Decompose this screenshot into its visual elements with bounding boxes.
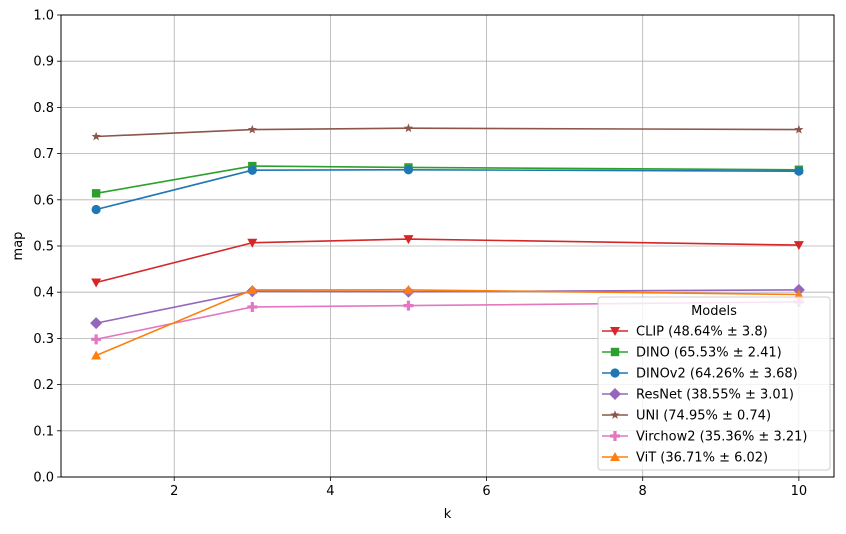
legend-item: DINOv2 (64.26% ± 3.68) [602, 367, 798, 382]
series-line [96, 127, 799, 138]
data-point [91, 334, 102, 345]
y-tick-label: 0.0 [33, 471, 54, 486]
data-point [91, 189, 101, 198]
data-point [91, 350, 102, 360]
legend-item: CLIP (48.64% ± 3.8) [602, 325, 768, 340]
legend-marker [610, 347, 620, 357]
legend-item: UNI (74.95% ± 0.74) [602, 409, 771, 424]
y-tick-label: 0.6 [33, 193, 54, 208]
data-point [403, 123, 414, 133]
series-line [95, 238, 799, 284]
data-point [247, 284, 258, 294]
data-point [247, 301, 258, 312]
series-line [95, 289, 799, 357]
series [90, 283, 805, 330]
y-tick-label: 0.9 [33, 55, 54, 70]
legend-label: CLIP (48.64% ± 3.8) [636, 325, 768, 340]
y-tick-label: 0.7 [33, 147, 54, 162]
series [91, 284, 804, 360]
x-tick-label: 2 [170, 484, 178, 499]
legend-item: ViT (36.71% ± 6.02) [602, 451, 768, 466]
x-tick-label: 6 [482, 484, 490, 499]
data-point [91, 204, 101, 215]
series-line [96, 165, 799, 195]
data-point [247, 165, 257, 175]
y-tick-label: 0.4 [33, 286, 54, 301]
legend-title: Models [691, 304, 737, 319]
series [91, 165, 804, 215]
legend-marker [610, 431, 621, 441]
y-tick-label: 0.3 [33, 332, 54, 347]
x-tick-label: 4 [326, 484, 334, 499]
series-layer [90, 123, 805, 360]
series-line [95, 168, 799, 211]
series [91, 123, 804, 141]
legend: Models CLIP (48.64% ± 3.8) DINO (65.53% ±… [597, 296, 831, 471]
legend-box [597, 296, 831, 471]
y-tick-label: 0.1 [33, 424, 54, 439]
legend-marker [610, 368, 620, 378]
data-point [91, 278, 102, 288]
legend-items: CLIP (48.64% ± 3.8) DINO (65.53% ± 2.41) D… [602, 325, 807, 466]
y-tick-label: 0.8 [33, 101, 54, 116]
series-line [95, 289, 799, 324]
data-point [403, 300, 414, 311]
data-point [91, 131, 101, 141]
legend-label: DINOv2 (64.26% ± 3.68) [636, 367, 798, 382]
y-axis-label: map [11, 232, 26, 261]
legend-label: DINO (65.53% ± 2.41) [636, 346, 782, 361]
data-point [403, 165, 414, 175]
x-axis-label: k [444, 507, 452, 522]
data-point [794, 166, 804, 176]
legend-label: ViT (36.71% ± 6.02) [636, 451, 768, 466]
data-point [403, 235, 414, 245]
legend-label: ResNet (38.55% ± 3.01) [636, 388, 794, 403]
axis-ticks: 2 4 6 8 10 0.0 0.1 0.2 0.3 0.4 0.5 0.6 0.7 0.8 0.9 1.0 [33, 9, 807, 500]
legend-item: Virchow2 (35.36% ± 3.21) [602, 430, 807, 445]
data-point [794, 124, 804, 134]
legend-item: ResNet (38.55% ± 3.01) [602, 388, 794, 403]
data-point [247, 238, 258, 248]
data-point [247, 124, 257, 134]
data-point [90, 317, 103, 330]
legend-item: DINO (65.53% ± 2.41) [602, 346, 782, 361]
data-point [793, 241, 804, 251]
legend-label: UNI (74.95% ± 0.74) [636, 409, 771, 424]
y-tick-label: 1.0 [33, 9, 54, 24]
data-point [403, 284, 414, 294]
legend-marker [610, 410, 620, 419]
legend-marker [609, 388, 621, 400]
data-point [793, 289, 804, 299]
x-tick-label: 10 [791, 484, 808, 499]
legend-marker [610, 452, 620, 461]
x-tick-label: 8 [639, 484, 647, 499]
y-tick-label: 0.5 [33, 240, 54, 255]
legend-label: Virchow2 (35.36% ± 3.21) [636, 430, 807, 445]
series [91, 161, 804, 198]
legend-marker [610, 327, 620, 336]
series [91, 235, 804, 288]
y-tick-label: 0.2 [33, 378, 54, 393]
